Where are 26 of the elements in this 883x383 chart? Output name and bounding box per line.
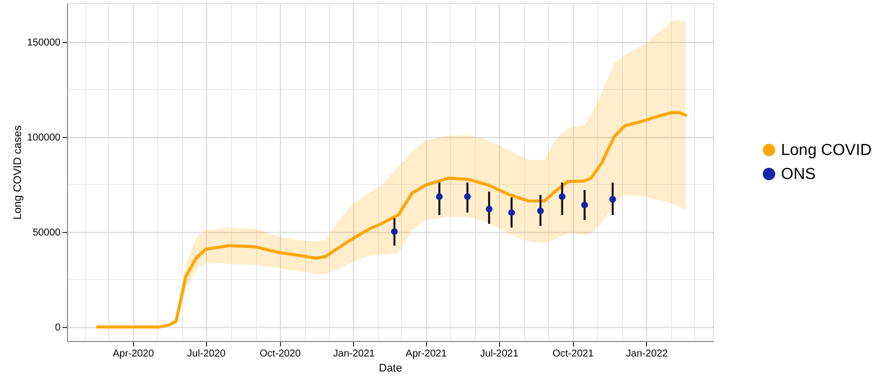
point [436,193,443,200]
point [558,193,566,200]
x-tick-label: Oct-2020 [260,348,302,360]
x-tick-label: Apr-2020 [112,348,154,360]
line-series [96,111,688,328]
point [391,228,398,235]
x-tick-label: Jan-2021 [333,348,376,360]
x-tick-label: Jul-2020 [187,348,226,360]
x-tick-label: Apr-2021 [406,348,448,360]
y-tick-label: 150000 [27,37,61,48]
legend-label: ONS [781,166,816,183]
point [508,209,515,216]
point [464,193,471,200]
point [581,202,588,208]
point [537,208,544,214]
y-tick-label: 100000 [27,132,61,144]
x-tick-label: Jul-2021 [480,348,519,360]
point [609,196,616,203]
point [486,206,492,212]
y-axis-title: Long COVID cases [12,124,24,220]
x-tick-label: Oct-2021 [552,348,594,360]
y-tick-label: 0 [54,322,61,334]
legend-label: Long COVID [781,142,872,159]
x-tick-label: Jan-2022 [626,348,668,360]
x-axis-title: Date [378,362,402,374]
y-tick-label: 50000 [32,227,61,238]
